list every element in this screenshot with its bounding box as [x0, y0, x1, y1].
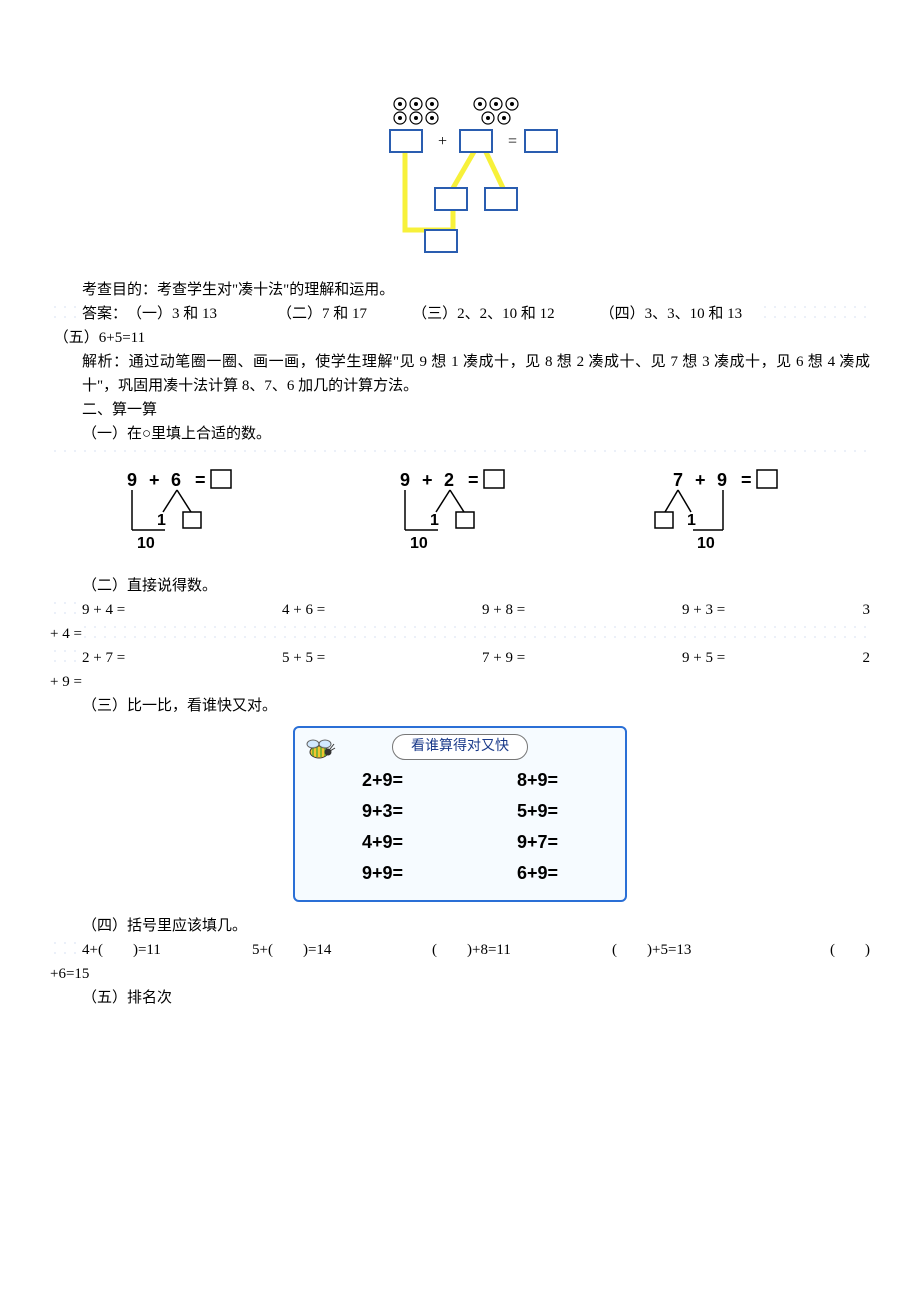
answer-3: （三）2、2、10 和 12: [412, 302, 555, 326]
section-2-1-title: （一）在○里填上合适的数。: [50, 422, 870, 446]
svg-text:6: 6: [171, 470, 181, 490]
answer-5: （五）6+5=11: [54, 330, 145, 346]
svg-text:=: =: [508, 133, 517, 150]
bee-banner: 看谁算得对又快: [305, 734, 615, 760]
section-2-5-title: （五）排名次: [50, 986, 870, 1010]
paren-row: 4+( )=11 5+( )=14 ( )+8=11 ( )+5=13 ( ): [50, 938, 870, 962]
svg-text:+: +: [422, 470, 433, 490]
answer-2: （二）7 和 17: [277, 302, 367, 326]
make-ten-diagrams: 9 + 6 = 1 10 9 + 2 = 1 10 7 + 9 = 1 10: [50, 468, 870, 558]
svg-text:1: 1: [157, 512, 166, 529]
ten-diagram: 7 + 9 = 1 10: [653, 468, 813, 558]
svg-text:+: +: [438, 133, 447, 150]
svg-text:10: 10: [137, 535, 155, 552]
eq-row-1b: + 4 =: [50, 622, 870, 646]
section-2-4-title: （四）括号里应该填几。: [50, 914, 870, 938]
analysis-line: 解析：通过动笔圈一圈、画一画，使学生理解"见 9 想 1 凑成十，见 8 想 2…: [50, 350, 870, 398]
svg-text:9: 9: [400, 470, 410, 490]
ten-diagram: 9 + 2 = 1 10: [380, 468, 540, 558]
svg-text:=: =: [468, 470, 479, 490]
bee-practice-box: 看谁算得对又快 2+9= 9+3= 4+9= 9+9= 8+9= 5+9= 9+…: [293, 726, 627, 902]
svg-text:7: 7: [673, 470, 683, 490]
section-2-3-title: （三）比一比，看谁快又对。: [50, 694, 870, 718]
answer-5-wrap: （五）6+5=11: [50, 326, 870, 350]
svg-text:9: 9: [717, 470, 727, 490]
bee-right-col: 8+9= 5+9= 9+7= 6+9=: [517, 764, 558, 889]
svg-text:+: +: [149, 470, 160, 490]
dots-boxes-svg: + =: [345, 90, 575, 270]
answers-row: 答案： （一）3 和 13 （二）7 和 17 （三）2、2、10 和 12 （…: [50, 302, 870, 326]
bee-left-col: 2+9= 9+3= 4+9= 9+9=: [362, 764, 403, 889]
make-ten-dots-diagram: + =: [50, 90, 870, 270]
bee-icon: [303, 734, 337, 762]
answer-1: （一）3 和 13: [127, 302, 217, 326]
purpose-line: 考查目的：考查学生对"凑十法"的理解和运用。: [50, 278, 870, 302]
section-2-2-title: （二）直接说得数。: [50, 574, 870, 598]
ten-diagram: 9 + 6 = 1 10: [107, 468, 267, 558]
svg-text:1: 1: [430, 512, 439, 529]
eq-row-1: 9 + 4 = 4 + 6 = 9 + 8 = 9 + 3 = 3: [50, 598, 870, 622]
svg-text:1: 1: [687, 512, 696, 529]
svg-text:9: 9: [127, 470, 137, 490]
eq-row-2: 2 + 7 = 5 + 5 = 7 + 9 = 9 + 5 = 2: [50, 646, 870, 670]
eq-row-2b: + 9 =: [50, 670, 870, 694]
svg-text:10: 10: [410, 535, 428, 552]
answers-label: 答案：: [82, 302, 127, 326]
paren-row-2: +6=15: [50, 962, 870, 986]
section-2-title: 二、算一算: [50, 398, 870, 422]
svg-text:=: =: [741, 470, 752, 490]
svg-text:10: 10: [697, 535, 715, 552]
svg-text:+: +: [695, 470, 706, 490]
answer-4: （四）3、3、10 和 13: [600, 302, 743, 326]
svg-text:2: 2: [444, 470, 454, 490]
svg-text:=: =: [195, 470, 206, 490]
